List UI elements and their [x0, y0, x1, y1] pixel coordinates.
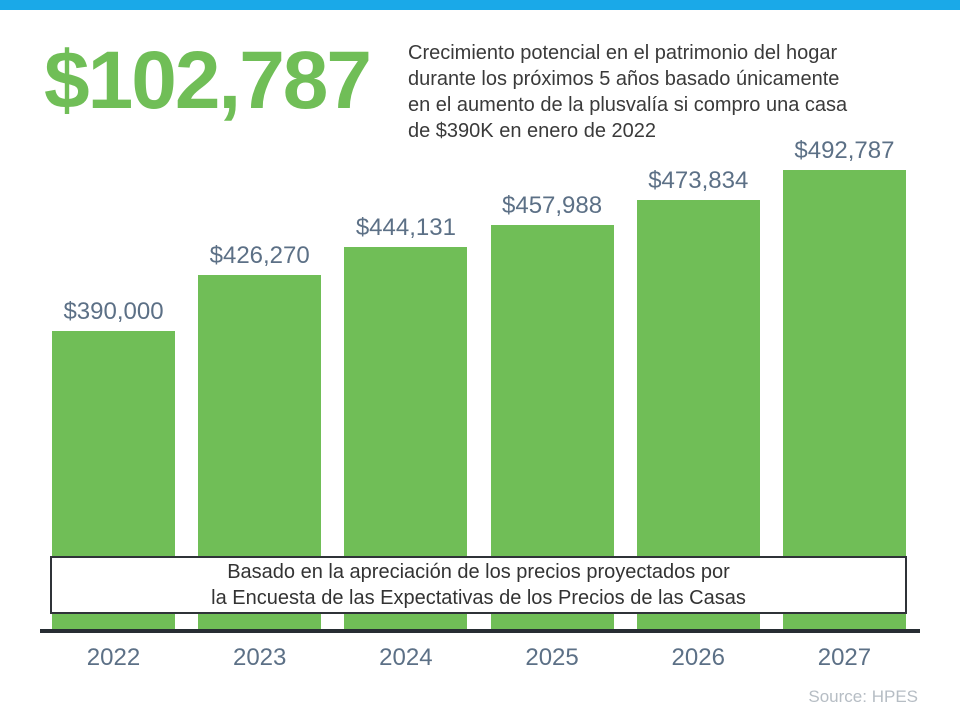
bar-value-label: $457,988	[502, 192, 603, 219]
note-box: Basado en la apreciación de los precios …	[50, 556, 907, 614]
x-axis-tick-label: 2022	[86, 644, 141, 671]
bar	[782, 170, 906, 629]
x-axis-tick-label: 2024	[379, 644, 433, 671]
bar-value-label: $492,787	[794, 137, 895, 164]
x-axis-tick-label: 2026	[671, 644, 725, 671]
x-axis-tick-label: 2023	[232, 644, 287, 671]
bar-column-2027: $492,787	[782, 137, 906, 629]
bar-value-label: $390,000	[63, 298, 164, 325]
x-axis-tick-labels: 2022 2023 2024 2025 2026 2027	[52, 644, 906, 672]
bar-chart: $390,000 $426,270 $444,131 $457,988 $473,834…	[52, 119, 906, 629]
note-text: Basado en la apreciación de los precios …	[211, 561, 746, 609]
bar-value-label: $444,131	[355, 214, 456, 241]
x-axis-tick-label: 2025	[525, 644, 579, 671]
headline-equity-growth: $102,787	[44, 35, 372, 126]
x-axis-line	[40, 629, 920, 633]
bar-value-label: $426,270	[209, 242, 310, 269]
top-accent-bar	[0, 0, 960, 10]
x-axis-tick-label: 2027	[817, 644, 872, 671]
source-label: Source: HPES	[808, 687, 918, 706]
bar-value-label: $473,834	[648, 167, 749, 194]
headline-description: Crecimiento potencial en el patrimonio d…	[408, 42, 848, 142]
